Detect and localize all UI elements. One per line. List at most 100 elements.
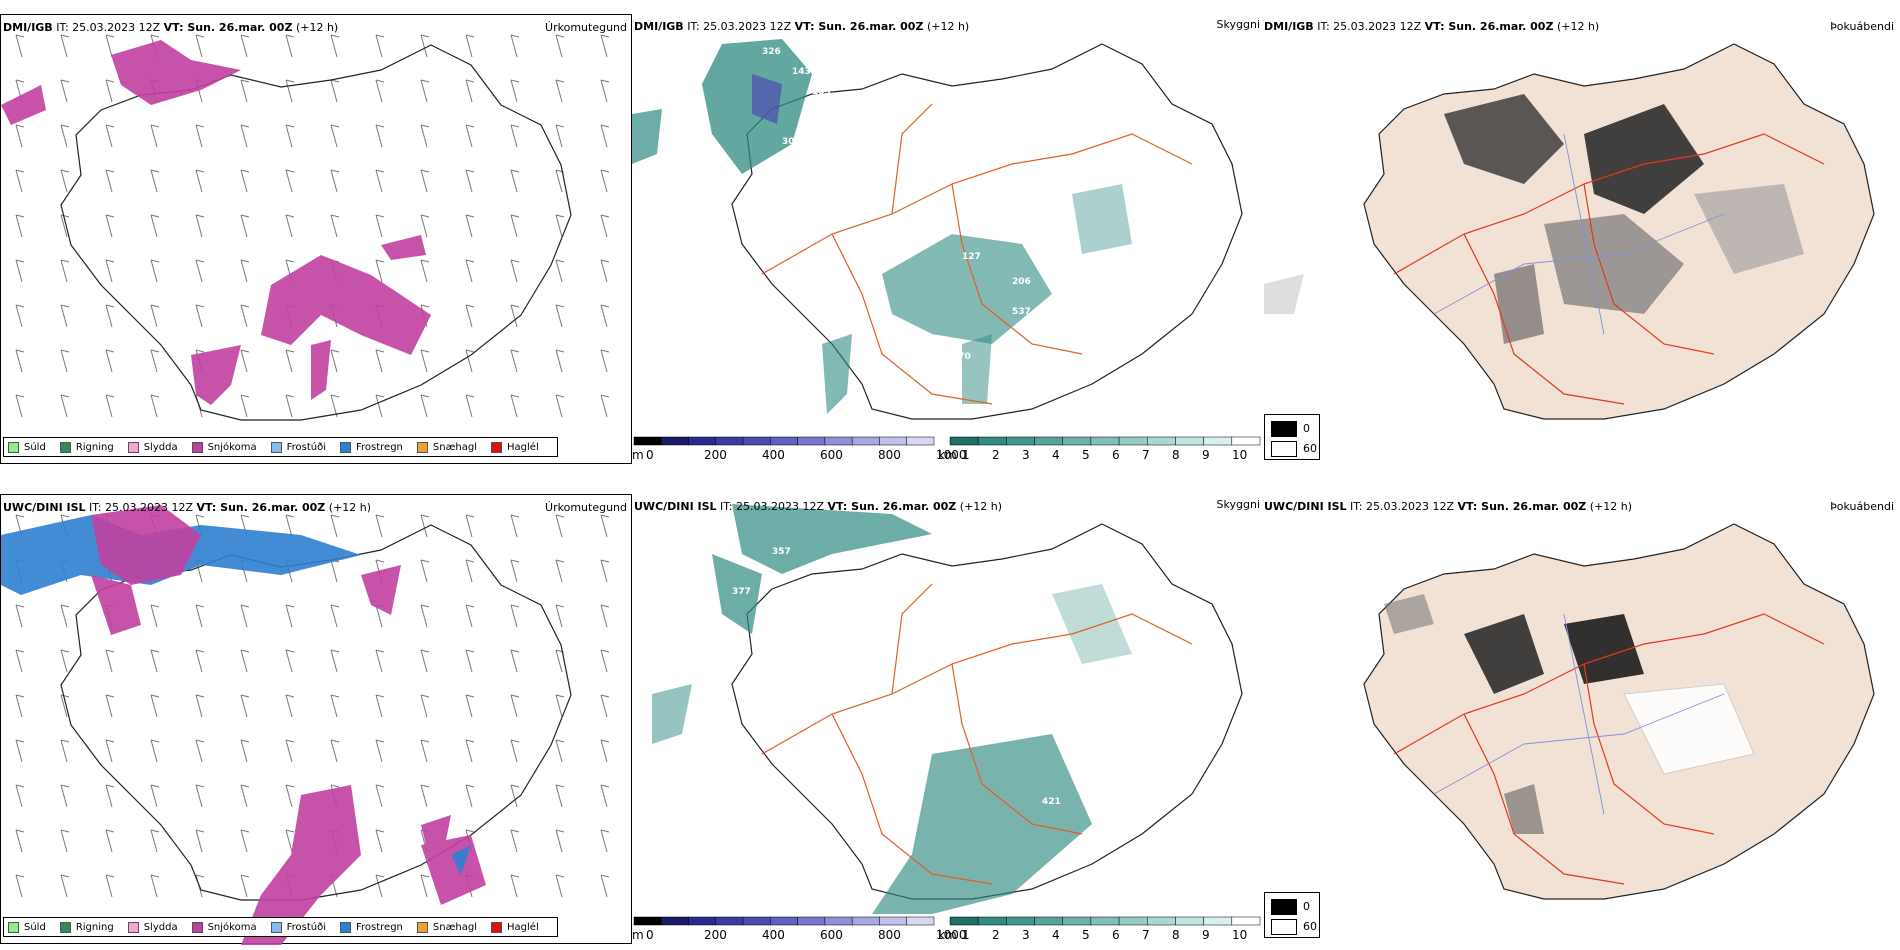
wind-barb-flag xyxy=(240,214,250,218)
colorbar-tick: 4 xyxy=(1052,928,1060,942)
wind-barb xyxy=(105,304,113,328)
wind-barb-flag xyxy=(195,214,205,218)
wind-barb-flag xyxy=(15,394,25,398)
wind-barb-flag xyxy=(105,829,115,833)
cloud-base-bar-segment xyxy=(770,916,798,926)
wind-barb-flag xyxy=(600,124,610,128)
visibility-bar-segment xyxy=(1090,436,1120,446)
wind-barb xyxy=(60,874,68,898)
wind-barb-flag xyxy=(555,829,565,833)
cloud-base-label: 136 xyxy=(822,117,841,127)
wind-barb-flag xyxy=(240,649,250,653)
legend-item: Slydda xyxy=(127,921,178,933)
wind-barb xyxy=(60,124,68,148)
iceland-outline xyxy=(60,44,572,421)
wind-barb-flag xyxy=(105,79,115,83)
wind-barb xyxy=(555,349,563,373)
wind-barb xyxy=(375,79,383,103)
wind-barb-flag xyxy=(375,214,385,218)
wind-barb-flag xyxy=(285,514,295,518)
wind-barb xyxy=(465,694,473,718)
cloud-base-label: 288 xyxy=(962,667,981,677)
wind-barb-flag xyxy=(240,694,250,698)
colorbar-tick: 800 xyxy=(878,928,901,942)
wind-barb xyxy=(15,829,23,853)
wind-barb-flag xyxy=(600,784,610,788)
wind-barb-flag xyxy=(240,604,250,608)
wind-barb-flag xyxy=(375,34,385,38)
colorbar-tick: 3 xyxy=(1022,448,1030,462)
wind-barb-flag xyxy=(105,214,115,218)
legend-item: Frostúði xyxy=(270,921,326,933)
wind-barb-flag xyxy=(240,514,250,518)
cloud-base-bar-segment xyxy=(797,436,826,446)
wind-barb xyxy=(600,79,608,103)
wind-barb xyxy=(465,169,473,193)
wind-barb xyxy=(60,784,68,808)
wind-barb-flag xyxy=(465,514,475,518)
wind-barb-flag xyxy=(465,34,475,38)
wind-barb-flag xyxy=(420,514,430,518)
visibility-bar-segment xyxy=(977,916,1007,926)
wind-barb xyxy=(105,259,113,283)
wind-barb xyxy=(465,79,473,103)
wind-barb xyxy=(420,514,428,538)
wind-barb-flag xyxy=(285,79,295,83)
wind-barb-flag xyxy=(195,874,205,878)
wind-barb-flag xyxy=(60,34,70,38)
wind-barb-flag xyxy=(150,694,160,698)
wind-barb xyxy=(240,649,248,673)
wind-barb-flag xyxy=(285,739,295,743)
wind-barb xyxy=(150,304,158,328)
colorbar-tick: 7 xyxy=(1142,928,1150,942)
wind-barb-flag xyxy=(420,259,430,263)
wind-barb xyxy=(600,739,608,763)
wind-barb-flag xyxy=(510,214,520,218)
wind-barb xyxy=(15,394,23,418)
wind-barb-flag xyxy=(60,259,70,263)
legend-item: Súld xyxy=(8,921,46,933)
wind-barb-flag xyxy=(465,349,475,353)
wind-barb-flag xyxy=(150,394,160,398)
wind-barb xyxy=(420,604,428,628)
cloud-base-bar-segment xyxy=(879,916,907,926)
wind-barb xyxy=(330,739,338,763)
wind-barb xyxy=(105,349,113,373)
wind-barb-flag xyxy=(240,169,250,173)
wind-barb-flag xyxy=(285,259,295,263)
wind-barb xyxy=(150,259,158,283)
wind-barb xyxy=(600,694,608,718)
cloud-base-bar-segment xyxy=(688,436,717,446)
wind-barb xyxy=(195,829,203,853)
wind-barb xyxy=(510,514,518,538)
wind-barb-flag xyxy=(330,514,340,518)
wind-barb-flag xyxy=(60,874,70,878)
wind-barb xyxy=(510,739,518,763)
wind-barb xyxy=(240,34,248,58)
fog-key-high: 60 xyxy=(1303,442,1317,455)
iceland-outline xyxy=(731,523,1243,900)
wind-barb xyxy=(60,739,68,763)
legend-item: Rigning xyxy=(59,441,114,453)
wind-barb xyxy=(510,784,518,808)
wind-barb-flag xyxy=(105,694,115,698)
wind-barb xyxy=(15,649,23,673)
wind-barb xyxy=(510,259,518,283)
wind-barb xyxy=(150,394,158,418)
cloud-base-bar-segment xyxy=(633,436,662,446)
wind-barb xyxy=(105,124,113,148)
cloud-base-bar-segment xyxy=(715,916,744,926)
wind-barb xyxy=(150,874,158,898)
legend-label: Haglél xyxy=(507,921,539,933)
wind-barb xyxy=(285,739,293,763)
wind-barb xyxy=(60,214,68,238)
wind-barb xyxy=(465,304,473,328)
wind-barb xyxy=(375,874,383,898)
wind-barb xyxy=(330,169,338,193)
wind-barb xyxy=(285,34,293,58)
wind-barb-flag xyxy=(195,694,205,698)
legend-item: Frostregn xyxy=(340,441,403,453)
wind-barb-flag xyxy=(510,559,520,563)
wind-barb-flag xyxy=(60,124,70,128)
wind-barb-flag xyxy=(375,169,385,173)
